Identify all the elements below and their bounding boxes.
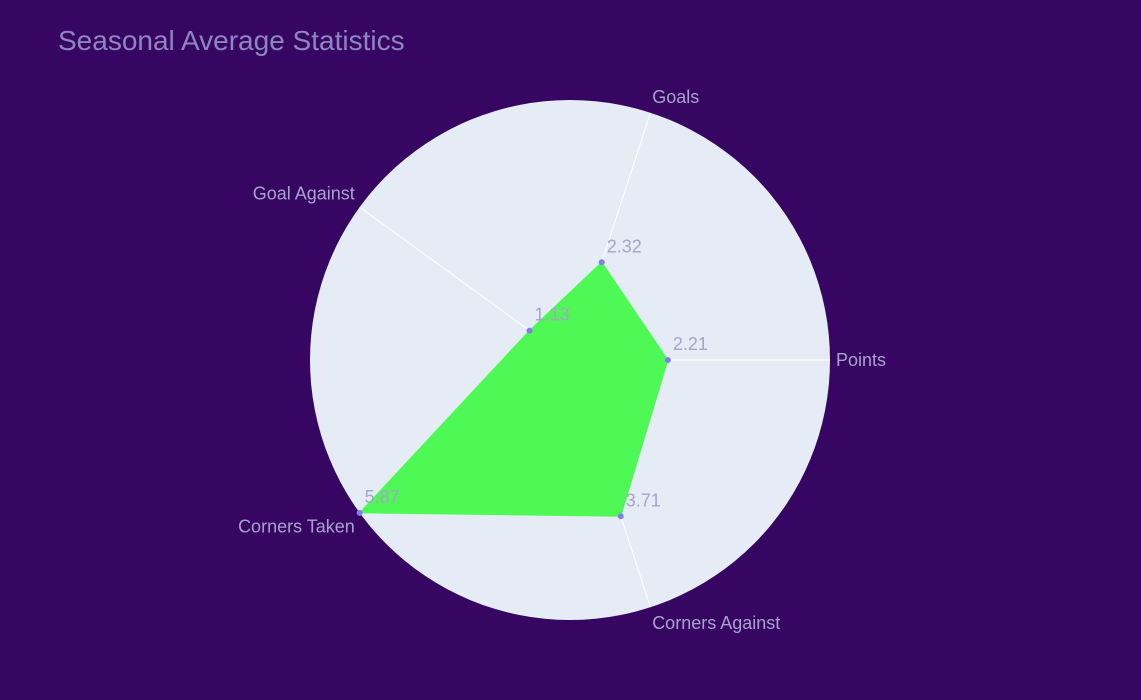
axis-label-corners-taken: Corners Taken <box>238 516 355 536</box>
marker-points <box>664 357 671 363</box>
marker-corners-taken <box>356 509 363 516</box>
value-label-goals: 2.32 <box>607 236 642 256</box>
marker-goals <box>598 259 605 266</box>
axis-label-corners-against: Corners Against <box>652 613 780 633</box>
axis-label-goals: Goals <box>652 87 699 107</box>
axis-label-points: Points <box>836 350 886 370</box>
axis-label-goal-against: Goal Against <box>253 184 355 204</box>
series-polygon <box>358 261 669 517</box>
value-labels: 2.21 2.32 1.13 5.87 3.71 <box>365 236 708 510</box>
series-area <box>358 261 669 517</box>
value-label-goal-against: 1.13 <box>535 305 570 325</box>
value-label-points: 2.21 <box>673 334 708 354</box>
series-markers <box>356 259 671 520</box>
chart-title: Seasonal Average Statistics <box>58 25 405 56</box>
axis-labels: Points Goals Goal Against Corners Taken Corn… <box>238 87 886 633</box>
marker-goal-against <box>526 327 533 334</box>
value-label-corners-against: 3.71 <box>626 490 661 510</box>
value-label-corners-taken: 5.87 <box>365 487 400 507</box>
marker-corners-against <box>617 513 624 520</box>
